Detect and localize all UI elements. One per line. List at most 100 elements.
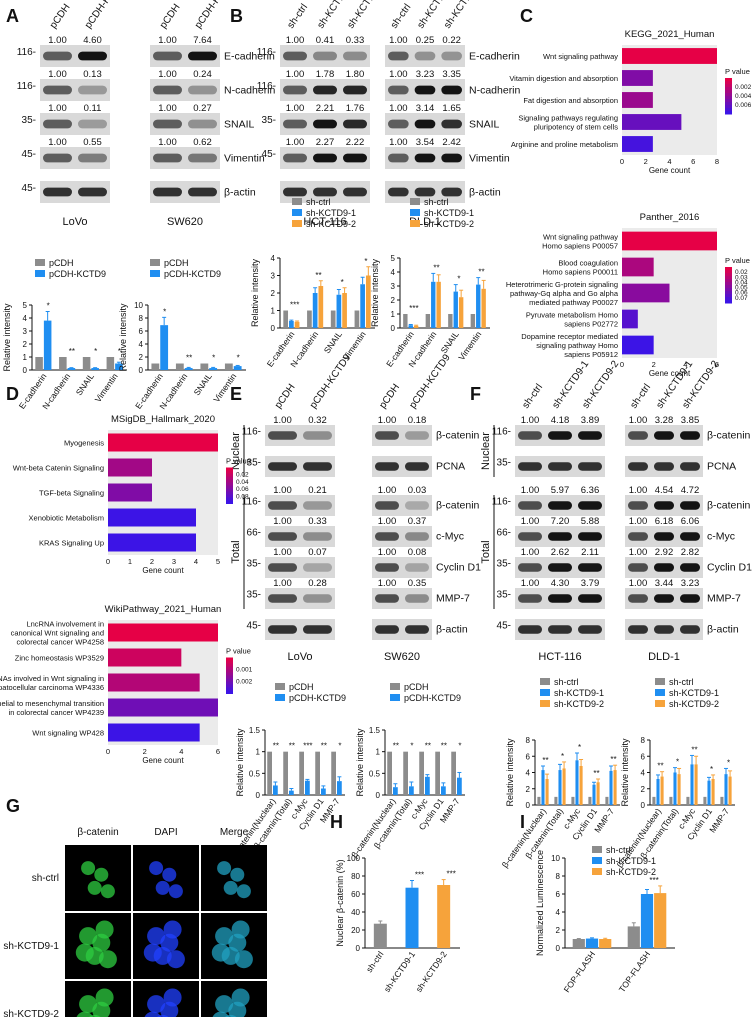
legend-label: pCDH <box>404 682 429 692</box>
band <box>388 153 409 163</box>
legend-swatch <box>35 270 45 277</box>
bar <box>436 281 441 328</box>
y-axis-label: Relative intensity <box>620 738 630 807</box>
enrichment-bar <box>108 623 218 642</box>
cell-stain <box>155 880 170 895</box>
quant-value: 6.36 <box>581 485 600 496</box>
colorbar-segment <box>725 282 732 286</box>
legend-swatch <box>592 846 602 853</box>
row-label: sh-KCTD9-1 <box>3 941 59 952</box>
blot-row <box>372 557 432 578</box>
quant-value: 1.00 <box>521 485 540 496</box>
colorbar-segment <box>725 93 732 97</box>
quant-value: 4.72 <box>681 485 700 496</box>
mw-marker: 35- <box>247 558 261 569</box>
band <box>628 431 648 440</box>
bar <box>413 325 419 328</box>
colorbar-segment <box>226 488 233 492</box>
blot-row <box>150 45 220 67</box>
legend-swatch <box>390 694 400 701</box>
category-label: sh-ctrl <box>364 949 386 974</box>
quant-value: 0.24 <box>193 69 212 80</box>
quant-value: 3.89 <box>581 415 600 426</box>
band <box>313 187 337 197</box>
legend-label: pCDH-KCTD9 <box>164 269 221 279</box>
x-tick-label: 0 <box>106 557 110 566</box>
quant-value: 1.00 <box>378 516 397 527</box>
term-label: Zinc homeostasis WP3529 <box>15 654 104 663</box>
band <box>518 501 542 510</box>
bar <box>403 314 408 328</box>
bar <box>209 368 218 370</box>
colorbar-segment <box>725 78 732 82</box>
blot-background <box>372 557 432 578</box>
colorbar-segment <box>226 666 233 670</box>
bar <box>711 779 715 805</box>
bar <box>299 751 304 795</box>
colorbar-segment <box>725 300 732 304</box>
band <box>303 501 332 510</box>
band <box>188 153 217 163</box>
colorbar-tick: 0.05 <box>735 285 748 292</box>
band <box>188 119 217 129</box>
bar <box>425 776 430 795</box>
band <box>654 462 674 471</box>
significance-mark: ** <box>433 263 439 272</box>
band <box>414 119 436 129</box>
legend-label: sh-ctrl <box>424 197 449 207</box>
cell-line-label: SW620 <box>167 216 203 228</box>
colorbar-segment <box>226 678 233 682</box>
cell-line-label: DLD-1 <box>648 651 680 663</box>
x-tick-label: 5 <box>216 557 220 566</box>
significance-mark: * <box>212 354 215 363</box>
legend-swatch <box>292 220 302 227</box>
colorbar-segment <box>226 476 233 480</box>
y-tick-label: 4 <box>139 340 144 349</box>
y-axis-label: Relative intensity <box>2 303 12 372</box>
band <box>628 501 648 510</box>
mw-marker: 35- <box>497 589 511 600</box>
blot-row <box>625 557 703 578</box>
quant-value: 1.00 <box>521 415 540 426</box>
quant-value: 3.54 <box>416 137 435 148</box>
term-label: Epithelial to mesenchymal transition <box>0 699 104 708</box>
bar <box>419 751 424 795</box>
colorbar-segment <box>226 491 233 495</box>
quant-value: 2.22 <box>346 137 365 148</box>
colorbar-segment <box>226 473 233 477</box>
significance-mark: *** <box>409 304 418 313</box>
cell-stain <box>162 867 177 882</box>
y-tick-label: 2 <box>641 785 646 794</box>
panel-label-D: D <box>6 384 19 404</box>
group-label-total: Total <box>230 540 242 563</box>
bar <box>437 885 451 948</box>
blot-background <box>265 526 335 547</box>
y-tick-label: 6 <box>526 752 531 761</box>
colorbar-segment <box>725 108 732 112</box>
bar <box>537 796 541 805</box>
colorbar-segment <box>725 87 732 91</box>
band <box>388 85 409 95</box>
significance-mark: * <box>364 257 367 266</box>
y-tick-label: 0 <box>556 944 561 953</box>
legend-label: sh-KCTD9-2 <box>606 867 656 877</box>
band <box>441 119 462 129</box>
blot-row <box>265 495 335 516</box>
band <box>548 563 572 572</box>
blot-row <box>385 113 465 135</box>
band <box>343 153 367 163</box>
x-tick-label: 6 <box>216 747 220 756</box>
mw-marker: 116- <box>492 496 511 507</box>
colorbar-segment <box>226 482 233 486</box>
bar <box>571 796 575 805</box>
significance-mark: *** <box>649 876 658 885</box>
bar <box>457 777 462 795</box>
band <box>303 462 332 471</box>
x-tick-label: 2 <box>644 157 648 166</box>
quant-value: 1.00 <box>158 35 177 46</box>
blot-row <box>515 526 605 547</box>
quant-value: 1.00 <box>273 485 292 496</box>
